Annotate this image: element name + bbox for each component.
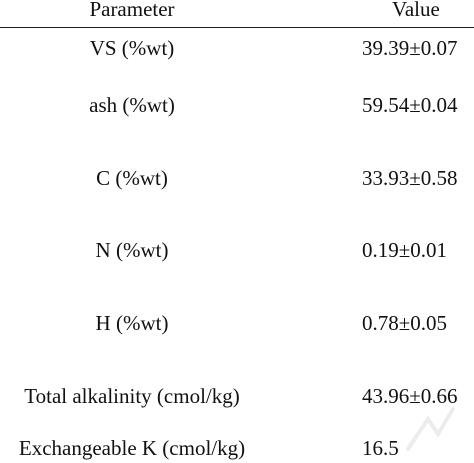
row-param: Total alkalinity (cmol/kg) — [24, 384, 240, 408]
row-param: Exchangeable K (cmol/kg) — [18, 436, 246, 460]
row-value: 0.78±0.05 — [362, 311, 448, 335]
row-value: 33.93±0.58 — [362, 166, 458, 190]
row-param: H (%wt) — [95, 311, 169, 335]
row-value: 0.19±0.01 — [362, 238, 448, 262]
row-value: 59.54±0.04 — [362, 93, 458, 117]
row-value: 39.39±0.07 — [362, 36, 458, 60]
row-value: 43.96±0.66 — [362, 384, 458, 408]
header-parameter: Parameter — [89, 0, 175, 21]
header-rule — [0, 27, 474, 28]
row-param: C (%wt) — [96, 166, 168, 190]
row-value: 16.5 — [362, 436, 399, 460]
row-param: N (%wt) — [95, 238, 169, 262]
row-param: VS (%wt) — [89, 36, 175, 60]
header-value: Value — [392, 0, 440, 21]
row-param: ash (%wt) — [89, 93, 175, 117]
watermark-graphic — [406, 407, 455, 451]
